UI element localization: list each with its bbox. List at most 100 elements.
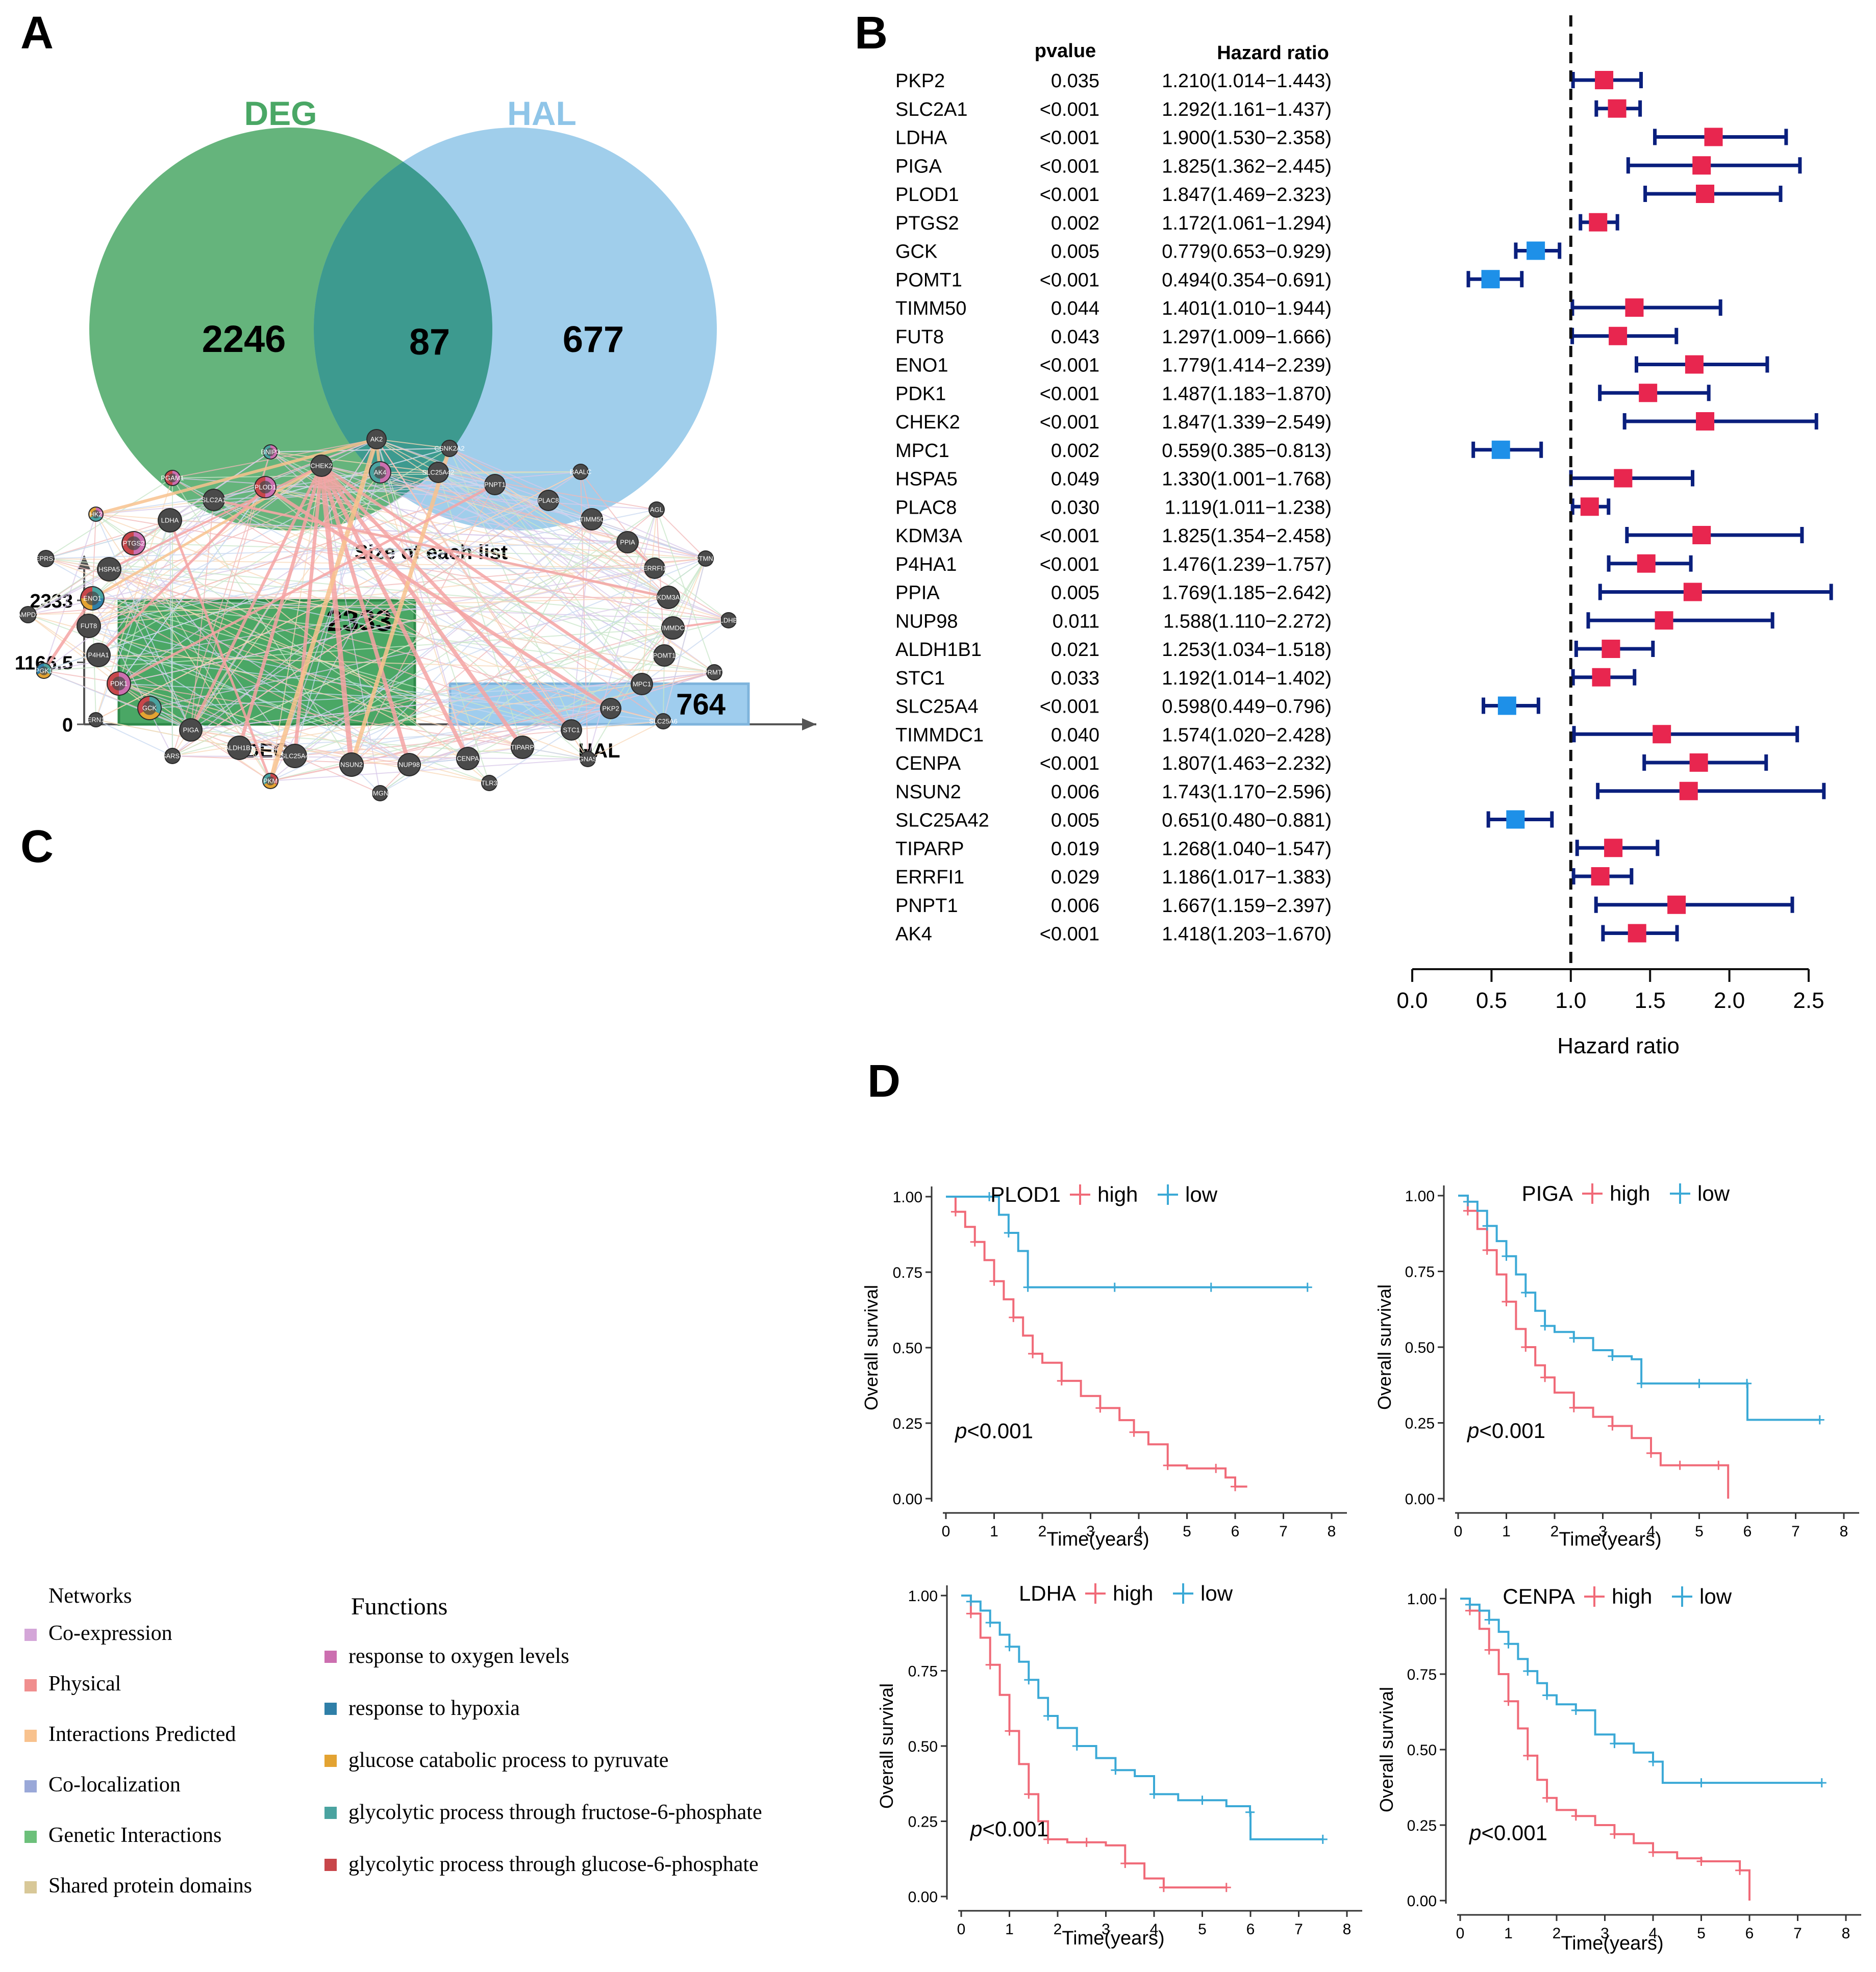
- network-node-label: AMPD2: [17, 611, 40, 619]
- network-node-label: LDHB: [720, 617, 738, 624]
- network-node-label: ERRFI1: [643, 565, 666, 572]
- panel-label-d: D: [867, 1056, 901, 1107]
- km-censor-mark: [1610, 1829, 1619, 1839]
- km-censor-mark: [1540, 1373, 1550, 1382]
- forest-pvalue: 0.005: [1051, 583, 1099, 604]
- venn-deg-title: DEG: [244, 94, 317, 132]
- forest-hr-text: 1.900(1.530−2.358): [1162, 128, 1332, 149]
- network-node-plac8: PLAC8: [538, 490, 559, 511]
- forest-pvalue: <0.001: [1040, 554, 1099, 575]
- network-node-eprs1: EPRS1: [35, 550, 57, 567]
- network-edge: [376, 439, 549, 501]
- network-edge: [351, 672, 715, 765]
- km-censor-mark: [1523, 1751, 1533, 1760]
- network-node-label: NUP98: [398, 761, 420, 769]
- km-pvalue: p<0.001: [969, 1817, 1048, 1841]
- km-x-label: Time(years): [1559, 1529, 1661, 1550]
- km-censor-mark: [1608, 1421, 1617, 1431]
- forest-pvalue: <0.001: [1040, 753, 1099, 774]
- network-edge: [656, 509, 706, 559]
- forest-gene-label: SLC25A42: [895, 810, 989, 831]
- function-legend-label: response to hypoxia: [348, 1697, 520, 1720]
- km-plot-plod1: 0.00 0.25 0.50 0.75 1.00 0 1 2 3 4 5 6 7 8 Time(years)…: [861, 1182, 1347, 1550]
- km-y-label: Overall survival: [1374, 1284, 1395, 1410]
- km-x-tick-label: 5: [1695, 1523, 1704, 1540]
- km-censor-mark: [1043, 1834, 1053, 1844]
- network-node-core: [707, 665, 721, 679]
- venn-hal-only-count: 677: [563, 319, 624, 360]
- network-node-label: STC1: [563, 726, 580, 734]
- network-edge: [43, 568, 655, 671]
- km-y-tick-label: 1.00: [1405, 1188, 1435, 1205]
- km-x-label: Time(years): [1046, 1529, 1149, 1550]
- km-x-tick-label: 0: [942, 1523, 950, 1540]
- network-node-ak2: AK2: [366, 429, 387, 449]
- network-node-pomt1: POMT1: [653, 644, 676, 667]
- km-x-tick-label: 5: [1198, 1921, 1207, 1938]
- forest-gene-label: FUT8: [895, 326, 944, 348]
- km-x-tick-label: 6: [1745, 1925, 1754, 1942]
- km-censor-mark: [1569, 1333, 1579, 1343]
- network-edge: [172, 500, 549, 756]
- km-censor-mark: [1211, 1463, 1221, 1473]
- forest-hr-marker: [1604, 839, 1623, 857]
- network-node-pgk1: PGK1: [35, 663, 53, 679]
- km-x-tick-label: 4: [1647, 1523, 1656, 1540]
- network-node-pdk1: PDK1: [107, 671, 131, 696]
- forest-gene-label: TIMM50: [895, 298, 966, 319]
- network-edge: [610, 558, 706, 709]
- networks-legend-title: Networks: [48, 1584, 132, 1608]
- network-node-label: PRMT2: [703, 669, 726, 676]
- network-edge: [376, 439, 490, 783]
- km-x-tick-label: 0: [1454, 1523, 1463, 1540]
- forest-gene-label: POMT1: [895, 269, 962, 291]
- km-x-tick-label: 5: [1183, 1523, 1191, 1540]
- km-censor-mark: [1159, 1883, 1168, 1892]
- km-legend-low: low: [1697, 1181, 1730, 1205]
- forest-pvalue: <0.001: [1040, 696, 1099, 718]
- network-node-core: [721, 613, 736, 627]
- network-edge: [28, 543, 134, 615]
- forest-pvalue: 0.033: [1051, 668, 1099, 689]
- network-node-core: [512, 737, 533, 758]
- network-edge: [376, 439, 450, 449]
- km-censor-mark: [1817, 1778, 1827, 1788]
- km-censor-mark: [1095, 1403, 1105, 1413]
- km-x-tick-label: 3: [1086, 1523, 1095, 1540]
- network-legend-label: Physical: [48, 1672, 121, 1696]
- network-node-errfi1: ERRFI1: [643, 558, 666, 579]
- km-curve-low: [1460, 1598, 1822, 1784]
- forest-hr-text: 0.559(0.385−0.813): [1162, 440, 1332, 462]
- network-edge-strong: [118, 483, 496, 685]
- forest-hr-marker: [1653, 725, 1671, 744]
- network-edge: [88, 465, 322, 626]
- km-y-tick-label: 0.00: [893, 1491, 922, 1508]
- network-edge: [95, 471, 581, 720]
- forest-hr-text: 1.574(1.020−2.428): [1162, 724, 1332, 746]
- km-y-tick-label: 1.00: [1407, 1591, 1437, 1608]
- network-node-plod1: PLOD1: [254, 476, 277, 498]
- network-node-core: [127, 536, 141, 550]
- km-censor-mark: [1303, 1282, 1312, 1292]
- km-censor-mark: [1005, 1642, 1014, 1652]
- network-node-core: [91, 510, 101, 519]
- km-censor-mark: [985, 1192, 994, 1201]
- network-node-label: CHEK2: [310, 462, 332, 470]
- forest-pvalue: 0.005: [1051, 241, 1099, 263]
- network-node-label: AGL: [650, 506, 663, 514]
- network-legend-label: Co-localization: [48, 1773, 181, 1797]
- forest-hr-text: 1.119(1.011−1.238): [1165, 497, 1332, 518]
- network-node-p4ha1: P4HA1: [86, 643, 111, 667]
- network-edge: [92, 514, 96, 599]
- forest-hr-marker: [1628, 924, 1646, 943]
- km-y-tick-label: 0.50: [893, 1340, 922, 1357]
- forest-x-tick-label: 1.5: [1635, 988, 1666, 1013]
- forest-x-tick-label: 2.0: [1714, 988, 1745, 1013]
- network-edge-strong: [91, 464, 322, 600]
- forest-pvalue: 0.005: [1051, 810, 1099, 831]
- forest-pvalue: 0.040: [1051, 724, 1099, 746]
- forest-gene-label: CHEK2: [895, 412, 960, 433]
- forest-gene-label: ENO1: [895, 355, 948, 376]
- panel-label-c: C: [20, 821, 54, 872]
- network-node-label: SLC25A4: [281, 752, 309, 760]
